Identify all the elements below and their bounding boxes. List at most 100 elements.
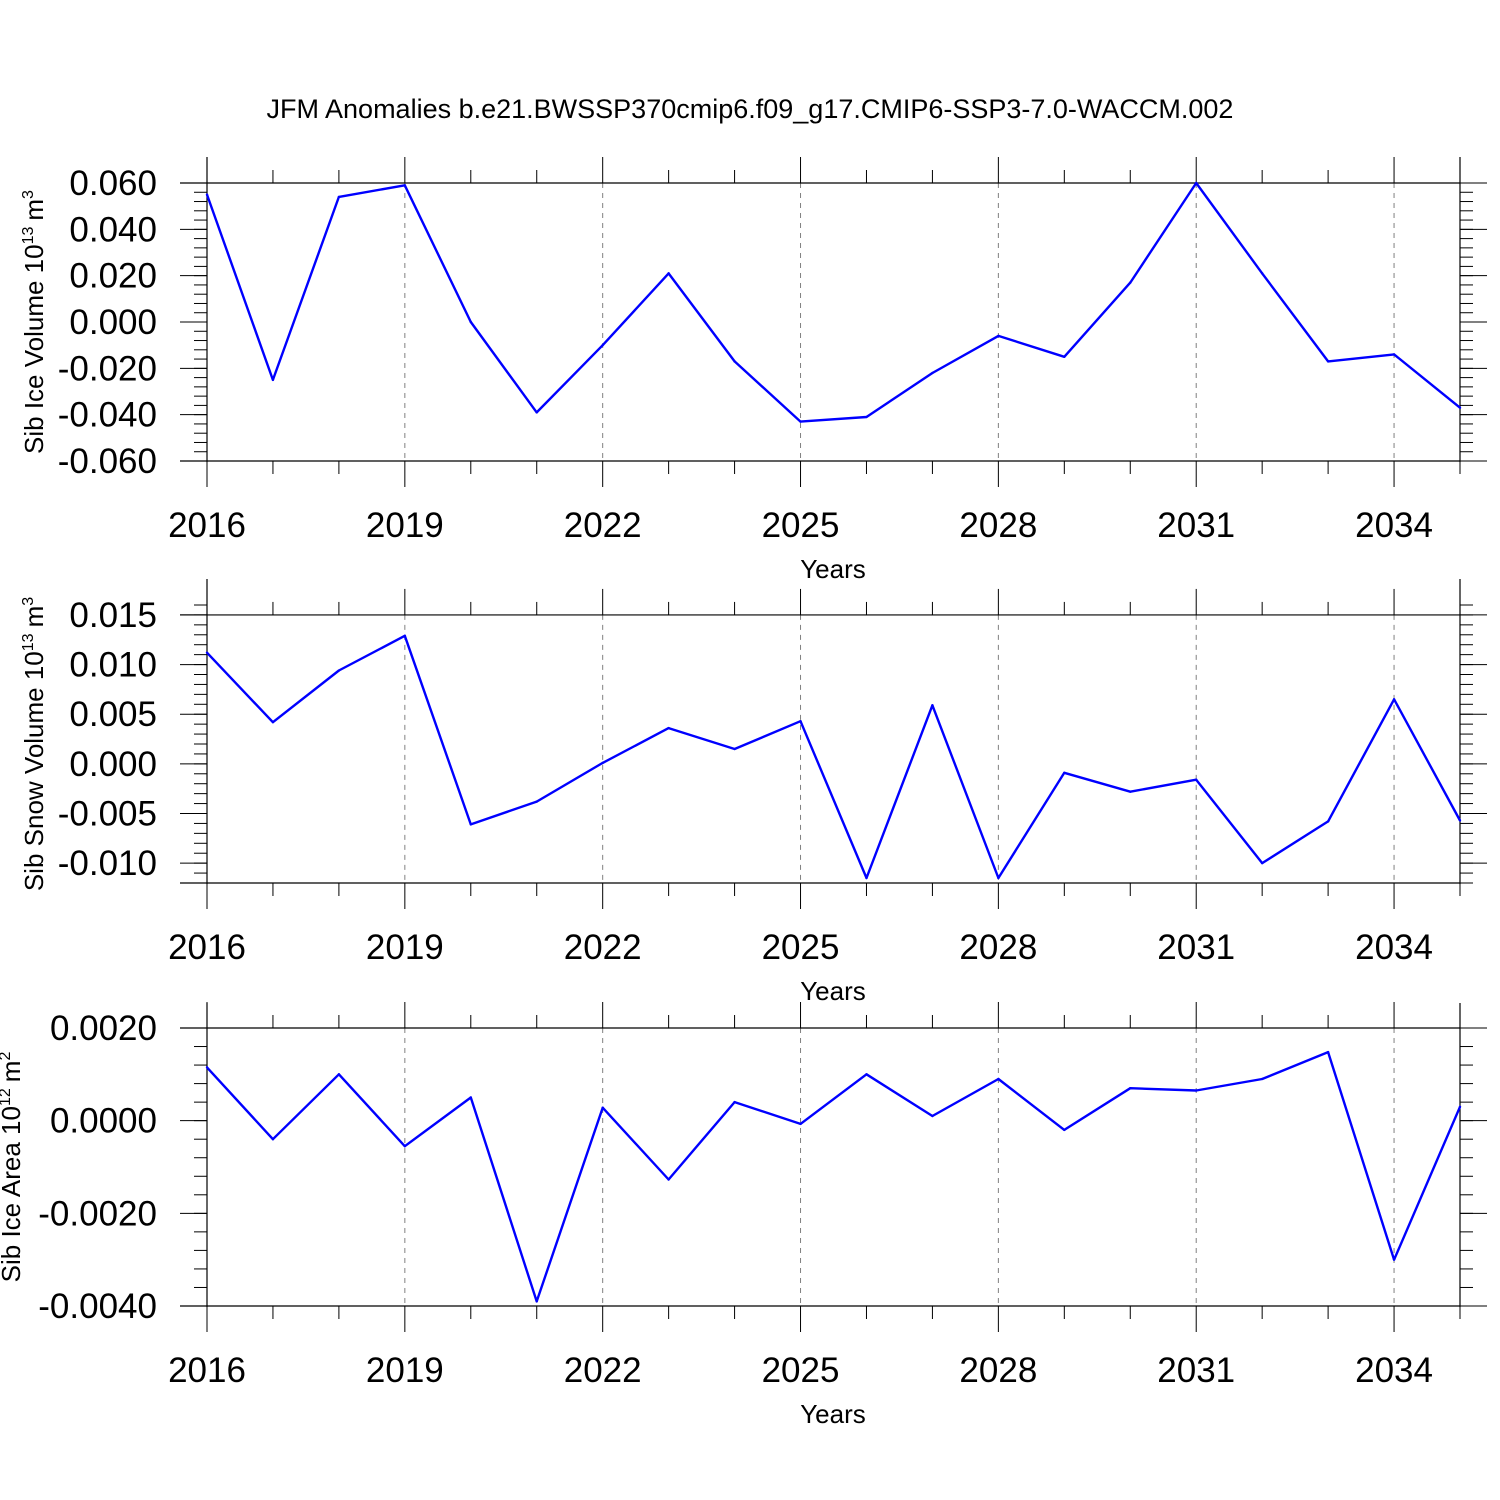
data-point [1392,1258,1396,1261]
data-point [271,720,275,724]
x-tick-label: 2019 [366,506,444,545]
panels: 2016 2019 2022 2025 2028 2031 2034 0.060 0.040 0.… [0,157,1487,1429]
y-tick-label: -0.0040 [38,1287,157,1326]
y-tick-label: 0.060 [69,164,157,203]
x-tick-label: 2028 [959,1351,1037,1390]
data-point [865,1073,868,1076]
y-axis-title-unit-exponent: 2 [0,1052,14,1061]
data-point [1063,1128,1066,1132]
y-axis-title-unit: m [0,1061,26,1083]
data-point [403,634,407,637]
y-tick-label: 0.010 [69,646,157,685]
data-point [601,1106,604,1109]
data-point [667,272,670,275]
chart-panel-1: 2016 2019 2022 2025 2028 2031 2034 0.060 0.040 0.… [19,157,1487,584]
y-axis-title-exponent: 13 [20,633,37,651]
data-point [667,726,670,730]
y-tick-label: -0.010 [58,844,157,883]
data-point [997,334,1000,338]
x-tick-label: 2016 [168,506,246,545]
y-axis-title-unit-exponent: 3 [20,597,37,606]
data-point [997,1077,1000,1081]
data-point [799,719,802,723]
data-point [469,1096,472,1099]
data-point [535,800,538,803]
y-axis-title: Sib Ice Volume 1013 m3 [19,190,49,454]
data-point [337,669,341,672]
data-point [1260,861,1264,865]
data-point [865,415,868,419]
data-point [1129,790,1132,793]
data-point [1458,1105,1462,1108]
y-axis-title-text: Sib Ice Volume 10 [19,244,49,454]
data-point [667,1178,670,1181]
data-point [271,1138,275,1141]
x-tick-label: 2022 [564,1351,642,1390]
x-tick-label: 2034 [1355,506,1433,545]
data-point [337,195,341,199]
data-point [733,1100,736,1104]
y-axis-title-unit: m [19,606,49,628]
data-point [799,420,802,423]
data-point [469,823,472,826]
data-point [469,320,472,324]
data-point [1392,698,1396,701]
series-line [206,1050,1462,1303]
y-tick-label: 0.020 [69,257,157,296]
data-point [1195,1089,1198,1092]
x-tick-label: 2034 [1355,1351,1433,1390]
y-axis-title-exponent: 12 [0,1088,14,1106]
data-point [1326,360,1330,363]
data-point [1260,1077,1264,1081]
data-point [733,360,736,363]
x-tick-label: 2022 [564,928,642,967]
x-tick-label: 2019 [366,928,444,967]
data-point [997,876,1000,880]
x-tick-label: 2022 [564,506,642,545]
data-point [865,876,868,880]
data-point [733,747,736,751]
x-axis-title: Years [800,976,866,1006]
chart-panel-2: 2016 2019 2022 2025 2028 2031 2034 0.015 0.010 0.… [19,579,1487,1006]
y-tick-label: -0.020 [58,349,157,388]
y-tick-label: 0.000 [69,745,157,784]
data-point [271,378,275,382]
x-tick-label: 2019 [366,1351,444,1390]
y-axis-title-unit: m [19,199,49,221]
y-tick-label: 0.015 [69,596,157,635]
figure-title: JFM Anomalies b.e21.BWSSP370cmip6.f09_g1… [267,94,1234,124]
data-point [1260,272,1264,275]
data-point [535,1300,538,1303]
y-axis-title-unit-exponent: 3 [20,190,37,199]
data-point [1326,820,1330,823]
y-tick-label: -0.005 [58,795,157,834]
y-tick-label: 0.0000 [50,1102,157,1141]
data-point [1063,355,1066,358]
y-tick-label: 0.000 [69,303,157,342]
x-tick-label: 2025 [762,1351,840,1390]
y-axis-title-exponent: 13 [20,227,37,245]
x-tick-label: 2031 [1157,928,1235,967]
data-point [403,1144,407,1148]
y-tick-label: 0.040 [69,210,157,249]
x-tick-label: 2016 [168,928,246,967]
data-point [1458,406,1462,409]
y-tick-label: -0.060 [58,442,157,481]
data-point [337,1073,341,1076]
x-tick-label: 2034 [1355,928,1433,967]
y-tick-label: -0.0020 [38,1194,157,1233]
series-line [206,634,1462,880]
x-tick-label: 2016 [168,1351,246,1390]
data-point [1129,1087,1132,1090]
data-point [205,651,209,654]
data-point [601,343,604,347]
y-tick-label: 0.005 [69,695,157,734]
x-tick-label: 2028 [959,928,1037,967]
y-tick-label: -0.040 [58,396,157,435]
data-point [1458,819,1462,822]
data-point [1326,1050,1330,1054]
data-point [1195,778,1198,781]
chart-panel-3: 2016 2019 2022 2025 2028 2031 2034 0.0020 0.0000… [0,1002,1487,1429]
data-point [601,761,604,765]
